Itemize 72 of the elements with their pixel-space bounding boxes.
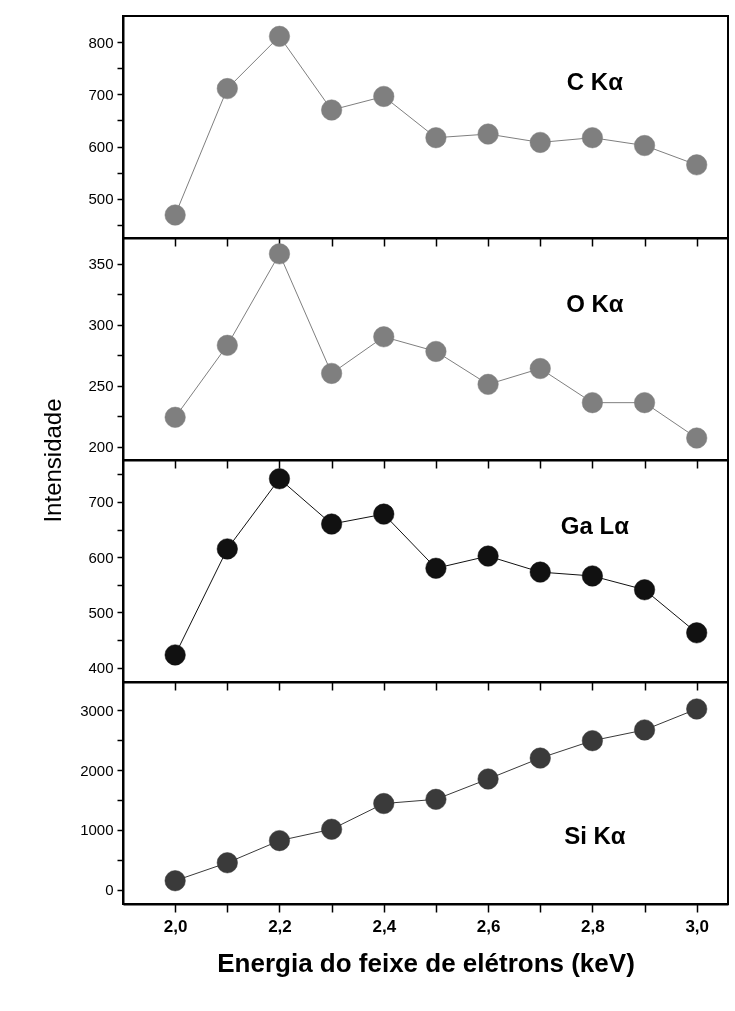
y-tick-label: 3000 (80, 701, 114, 719)
point (634, 719, 656, 741)
point (477, 373, 499, 395)
y-tick-label: 0 (105, 881, 114, 899)
point (425, 788, 447, 810)
y-tick-label: 2000 (80, 761, 114, 779)
series-label: C Kα (566, 67, 624, 95)
point (373, 793, 395, 815)
y-tick-label: 400 (88, 659, 114, 677)
point (164, 204, 186, 226)
y-tick-label: 500 (88, 190, 114, 208)
point (686, 427, 708, 449)
point (529, 358, 551, 379)
point (529, 131, 551, 153)
point (216, 852, 238, 874)
point (216, 334, 238, 356)
point (268, 25, 290, 47)
point (321, 513, 343, 535)
x-tick-label: 2,0 (163, 916, 188, 936)
point (268, 830, 290, 852)
point (164, 870, 186, 892)
text: Si Kα (564, 822, 626, 850)
point (581, 392, 603, 414)
y-tick-label: 800 (88, 33, 114, 51)
point (686, 154, 708, 176)
point (686, 698, 708, 720)
point (477, 768, 499, 790)
point (268, 243, 290, 265)
point (477, 545, 499, 567)
point (321, 818, 343, 840)
y-tick-label: 250 (88, 377, 114, 395)
y-tick-label: 600 (88, 548, 114, 566)
point (634, 135, 656, 157)
point (321, 362, 343, 384)
point (581, 730, 603, 752)
point (581, 565, 603, 587)
y-tick-label: 300 (88, 316, 114, 334)
x-tick-label: 2,6 (476, 916, 501, 936)
y-tick-label: 700 (88, 493, 114, 511)
y-axis-title: Intensidade (39, 398, 67, 523)
point (321, 99, 343, 121)
y-tick-label: 500 (88, 603, 114, 621)
y-tick-label: 600 (88, 138, 114, 156)
point (373, 326, 395, 348)
point (425, 340, 447, 362)
point (634, 392, 656, 414)
point (529, 561, 551, 583)
y-tick-label: 1000 (80, 821, 114, 839)
x-axis-title: Energia do feixe de elétrons (keV) (217, 947, 635, 978)
series-label: Ga Lα (560, 511, 630, 539)
x-tick-label: 2,2 (268, 916, 292, 936)
point (164, 644, 186, 666)
point (425, 557, 447, 579)
point (425, 127, 447, 149)
point (216, 78, 238, 100)
point (529, 747, 551, 769)
x-tick-label: 2,4 (372, 916, 397, 936)
point (634, 579, 656, 601)
point (581, 127, 603, 149)
point (477, 123, 499, 145)
point (268, 468, 290, 490)
point (164, 406, 186, 428)
point (373, 503, 395, 525)
point (686, 622, 708, 644)
x-tick-label: 3,0 (685, 916, 710, 936)
x-tick-label: 2,8 (581, 916, 605, 936)
series-label: O Kα (566, 289, 624, 317)
point (373, 85, 395, 107)
y-tick-label: 200 (88, 438, 114, 456)
y-tick-label: 700 (88, 85, 114, 103)
y-tick-label: 350 (88, 255, 114, 273)
point (216, 538, 238, 560)
